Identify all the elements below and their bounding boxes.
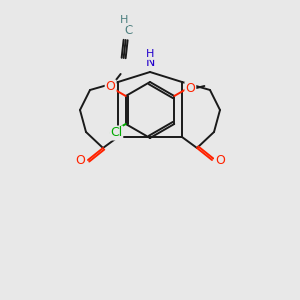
Text: O: O <box>106 80 116 94</box>
Text: O: O <box>75 154 85 166</box>
Text: C: C <box>124 23 133 37</box>
Text: O: O <box>215 154 225 166</box>
Text: H: H <box>119 15 128 25</box>
Text: Cl: Cl <box>110 127 122 140</box>
Text: H: H <box>146 49 154 59</box>
Text: O: O <box>185 82 195 95</box>
Text: N: N <box>145 56 155 70</box>
